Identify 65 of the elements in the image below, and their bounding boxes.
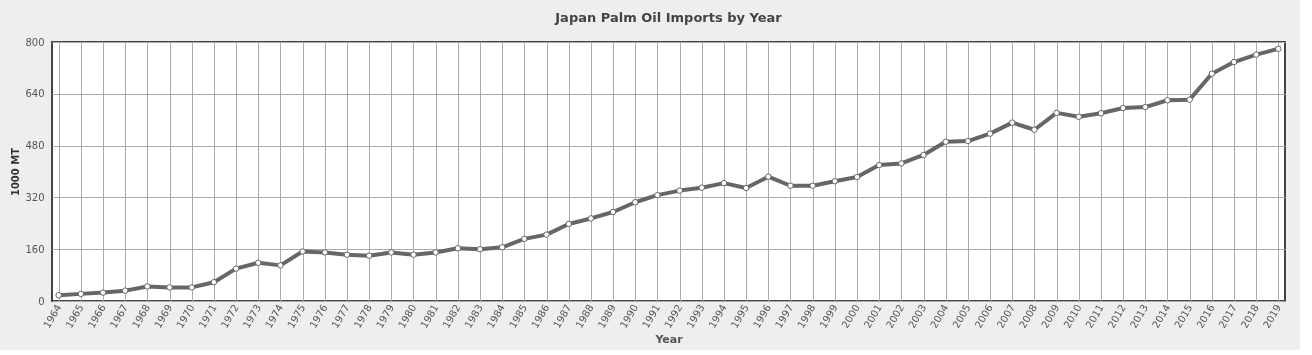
point: [1031, 126, 1038, 133]
point: [232, 265, 240, 272]
point: [277, 262, 284, 269]
point: [809, 182, 816, 189]
point: [188, 284, 195, 291]
point: [1053, 109, 1060, 117]
point: [787, 182, 794, 189]
y-tick-label: 0: [38, 295, 45, 307]
point: [698, 184, 705, 191]
point: [343, 251, 351, 258]
point: [565, 220, 572, 228]
point: [964, 137, 972, 145]
point: [986, 130, 994, 137]
point: [255, 259, 262, 267]
point: [77, 290, 85, 298]
point: [1230, 58, 1238, 66]
point: [166, 284, 173, 291]
point: [632, 199, 639, 206]
x-axis-title: Year: [654, 333, 684, 347]
y-tick-label: 480: [25, 140, 45, 152]
point: [1208, 70, 1216, 77]
point: [321, 249, 329, 256]
point: [498, 244, 506, 251]
point: [1252, 51, 1260, 58]
point: [920, 151, 927, 159]
point: [720, 179, 728, 187]
point: [853, 173, 861, 181]
point: [543, 231, 550, 238]
point: [1119, 104, 1127, 112]
point: [587, 215, 595, 222]
point: [365, 252, 373, 259]
y-tick-label: 160: [25, 243, 45, 255]
point: [765, 173, 772, 180]
point: [210, 278, 218, 286]
point: [1142, 103, 1149, 111]
point: [1275, 45, 1282, 53]
y-tick-label: 320: [25, 191, 45, 203]
y-tick-label: 640: [25, 88, 45, 100]
point: [454, 245, 462, 252]
chart-title: Japan Palm Oil Imports by Year: [554, 10, 783, 25]
point: [521, 235, 528, 243]
point: [831, 177, 839, 185]
point: [432, 249, 439, 256]
point: [410, 251, 417, 258]
point: [742, 184, 750, 192]
point: [676, 187, 683, 194]
point: [121, 287, 129, 294]
point: [609, 208, 617, 216]
point: [898, 160, 905, 167]
point: [875, 161, 883, 169]
point: [144, 283, 151, 290]
point: [55, 291, 62, 299]
point: [388, 249, 395, 256]
point: [942, 138, 949, 145]
point: [1164, 97, 1171, 104]
point: [1097, 109, 1105, 117]
point: [1186, 96, 1193, 103]
point: [1075, 113, 1082, 121]
point: [654, 191, 661, 199]
point: [476, 245, 484, 253]
y-axis-title: 1000 MT: [10, 147, 22, 197]
point: [99, 289, 107, 296]
point: [299, 248, 306, 255]
y-tick-label: 800: [25, 36, 45, 48]
point: [1008, 119, 1016, 126]
